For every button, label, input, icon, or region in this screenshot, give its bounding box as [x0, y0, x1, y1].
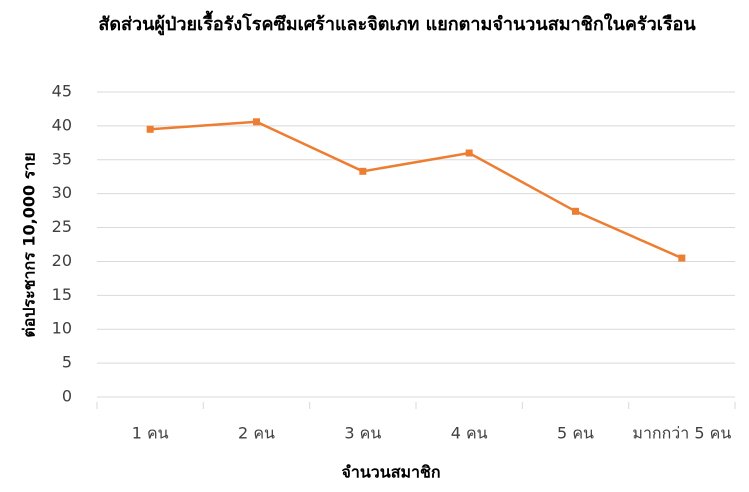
x-tick-label: 4 คน: [451, 424, 488, 443]
marker: [678, 254, 686, 262]
y-tick-label: 15: [52, 285, 72, 304]
y-tick-label: 40: [52, 115, 72, 134]
y-axis-title: ต่อประชากร 10,000 ราย: [20, 152, 39, 337]
y-tick-label: 35: [52, 149, 72, 168]
x-tick-label: 2 คน: [238, 424, 275, 443]
x-axis-title: จำนวนสมาชิก: [341, 463, 440, 482]
marker: [146, 125, 154, 133]
y-tick-label: 25: [52, 217, 72, 236]
marker: [253, 118, 260, 126]
y-tick-label: 10: [52, 319, 72, 338]
marker: [465, 149, 473, 157]
y-tick-label: 5: [62, 353, 72, 372]
y-tick-label: 0: [62, 387, 72, 406]
x-tick-label: 3 คน: [344, 424, 381, 443]
marker: [572, 207, 579, 215]
y-tick-label: 45: [52, 82, 72, 101]
x-tick-label: มากกว่า 5 คน: [632, 424, 731, 443]
y-tick-label: 20: [52, 251, 72, 270]
x-tick-label: 1 คน: [132, 424, 169, 443]
x-tick-label: 5 คน: [557, 424, 594, 443]
y-tick-label: 30: [52, 183, 72, 202]
line: [150, 120, 683, 260]
marker: [359, 167, 367, 175]
chart-title: สัดส่วนผู้ป่วยเรื้อรังโรคซึมเศร้าและจิตเ…: [98, 10, 696, 36]
